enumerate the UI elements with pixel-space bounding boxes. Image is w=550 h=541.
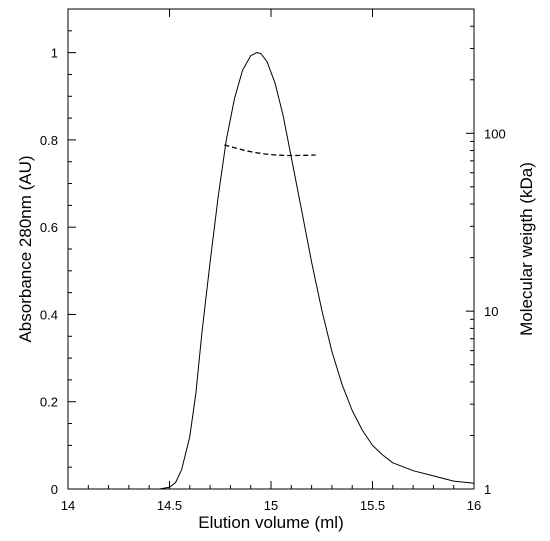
series-layer <box>68 52 475 490</box>
plot-frame <box>67 8 475 490</box>
y-right-tick-label: 1 <box>484 482 491 497</box>
y-right-tick-label: 100 <box>484 126 506 141</box>
x-tick-label: 14.5 <box>157 498 182 513</box>
y-right-axis-ticks: 1 10 100 <box>466 8 506 497</box>
y-left-tick-label: 1 <box>51 46 58 61</box>
x-tick-label: 16 <box>467 498 481 513</box>
y-left-tick-label: 0.6 <box>40 220 58 235</box>
molecular-weight-line <box>224 144 316 157</box>
y-left-tick-label: 0.2 <box>40 395 58 410</box>
x-tick-label: 15.5 <box>360 498 385 513</box>
x-axis-ticks: 14 14.5 15 15.5 16 <box>61 9 481 513</box>
x-tick-label: 14 <box>61 498 75 513</box>
x-tick-label: 15 <box>264 498 278 513</box>
x-axis-title: Elution volume (ml) <box>198 513 344 532</box>
y-right-tick-label: 10 <box>484 304 498 319</box>
y-left-tick-label: 0.8 <box>40 133 58 148</box>
absorbance-line <box>68 52 475 490</box>
y-left-tick-label: 0 <box>51 482 58 497</box>
y-left-tick-label: 0.4 <box>40 307 58 322</box>
y-right-axis-title: Molecular weigth (kDa) <box>517 162 536 336</box>
y-left-axis-title: Absorbance 280nm (AU) <box>16 155 35 342</box>
y-left-axis-ticks: 0 0.2 0.4 0.6 0.8 1 <box>40 30 76 497</box>
